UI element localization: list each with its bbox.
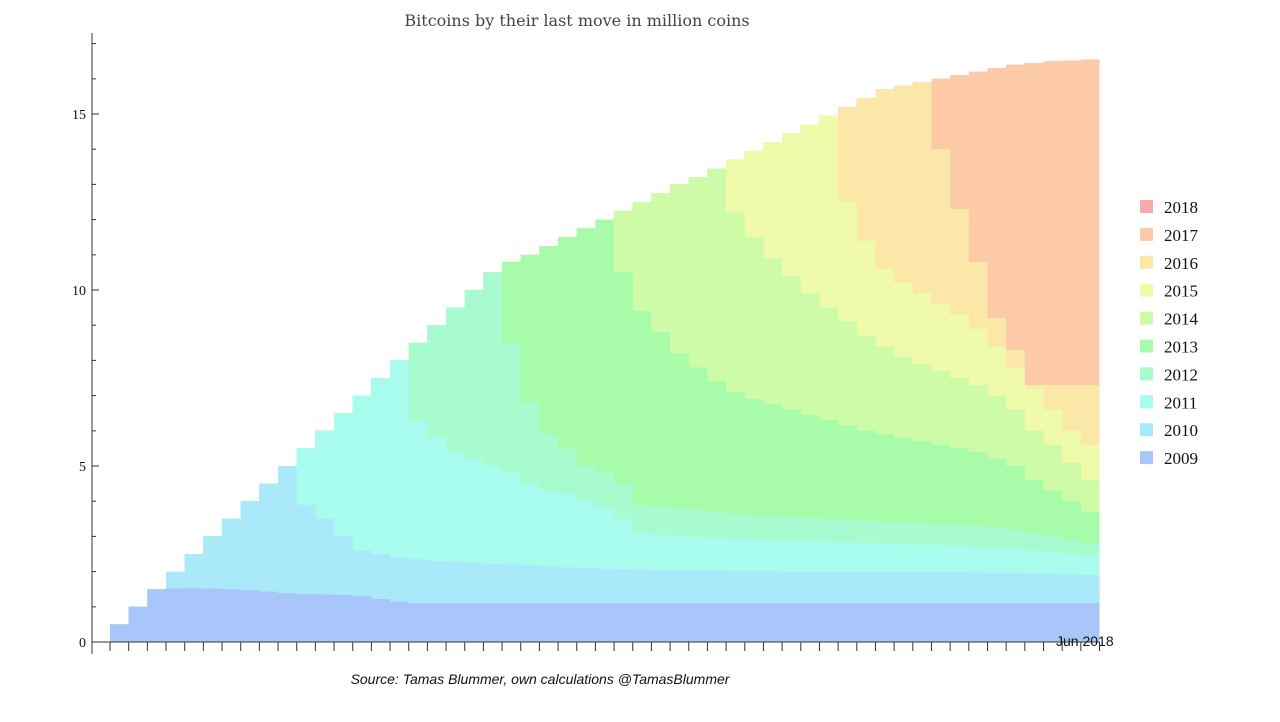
area-2009	[110, 588, 1100, 642]
legend-swatch	[1140, 367, 1153, 381]
legend-label: 2009	[1164, 449, 1198, 468]
legend-item-2017: 2017	[1140, 226, 1199, 245]
legend-label: 2012	[1164, 365, 1198, 384]
legend-label: 2015	[1164, 282, 1198, 301]
legend-swatch	[1140, 200, 1153, 213]
legend-item-2014: 2014	[1140, 310, 1199, 329]
legend-swatch	[1140, 255, 1153, 269]
stacked-areas	[110, 59, 1100, 642]
legend-label: 2011	[1164, 393, 1197, 412]
y-tick-label: 0	[79, 636, 86, 651]
y-tick-label: 10	[72, 284, 86, 299]
legend-swatch	[1140, 339, 1153, 353]
legend-item-2011: 2011	[1140, 393, 1197, 412]
legend-label: 2018	[1164, 198, 1198, 217]
legend-item-2010: 2010	[1140, 421, 1198, 440]
legend-label: 2010	[1164, 421, 1198, 440]
legend-swatch	[1140, 451, 1153, 465]
legend-label: 2017	[1164, 226, 1199, 245]
legend: 2018 2017 2016 2015 2014 2013 2012 2011 2010 2009	[1140, 198, 1199, 468]
axes: 0 5 10 15	[72, 33, 1101, 654]
legend-item-2015: 2015	[1140, 282, 1198, 301]
legend-item-2016: 2016	[1140, 254, 1198, 273]
legend-label: 2016	[1164, 254, 1198, 273]
y-tick-label: 5	[79, 460, 86, 475]
legend-swatch	[1140, 395, 1153, 409]
source-note: Source: Tamas Blummer, own calculations …	[351, 671, 731, 687]
legend-item-2012: 2012	[1140, 365, 1198, 384]
legend-label: 2014	[1164, 310, 1199, 329]
legend-item-2013: 2013	[1140, 338, 1198, 357]
legend-item-2018: 2018	[1140, 198, 1198, 217]
x-axis-end-label: Jun 2018	[1056, 633, 1114, 649]
legend-label: 2013	[1164, 338, 1198, 357]
legend-swatch	[1140, 311, 1153, 325]
y-tick-label: 15	[72, 108, 86, 123]
legend-swatch	[1140, 283, 1153, 297]
legend-swatch	[1140, 423, 1153, 437]
legend-item-2009: 2009	[1140, 449, 1198, 468]
legend-swatch	[1140, 227, 1153, 241]
chart-title: Bitcoins by their last move in million c…	[404, 11, 749, 30]
